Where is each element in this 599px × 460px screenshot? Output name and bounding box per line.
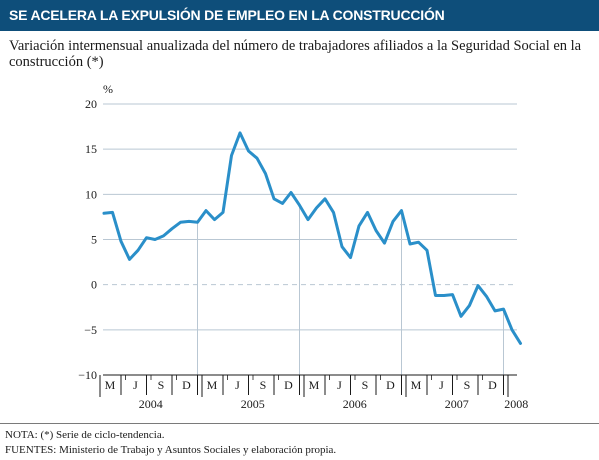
line-chart: 20 15 10 5 0 −5 −10% M J S D M J S D M J S D M J S D 2004 2005 20… xyxy=(78,82,528,411)
label-layer: 20 15 10 5 0 −5 −10% M J S D M J S D M J S D M J S D 2004 2005 20… xyxy=(78,82,528,411)
y-tick-label: −5 xyxy=(84,323,97,337)
chart-title: SE ACELERA LA EXPULSIÓN DE EMPLEO EN LA … xyxy=(0,0,599,31)
x-tick-label: M xyxy=(411,378,422,392)
chart-subtitle: Variación intermensual anualizada del nú… xyxy=(9,38,582,70)
x-tick-label: D xyxy=(386,378,395,392)
series-layer xyxy=(102,131,522,345)
x-tick-label: S xyxy=(158,378,165,392)
y-tick-label: −10 xyxy=(78,368,97,382)
y-axis-unit: % xyxy=(103,82,113,96)
year-label: 2008 xyxy=(504,397,528,411)
x-tick-label: J xyxy=(133,378,138,392)
y-tick-label: 5 xyxy=(91,233,97,247)
y-tick-label: 15 xyxy=(85,142,97,156)
notes: NOTA: (*) Serie de ciclo-tendencia. FUEN… xyxy=(5,428,336,458)
notes-divider xyxy=(0,423,599,424)
x-tick-label: J xyxy=(439,378,444,392)
year-label: 2004 xyxy=(139,397,163,411)
x-tick-label: S xyxy=(362,378,369,392)
x-tick-label: D xyxy=(182,378,191,392)
grid-layer xyxy=(103,103,517,331)
date-marker-layer xyxy=(197,205,504,375)
sources-text: FUENTES: Ministerio de Trabajo y Asuntos… xyxy=(5,444,337,456)
year-label: 2007 xyxy=(445,397,469,411)
x-tick-label: J xyxy=(235,378,240,392)
x-tick-label: M xyxy=(309,378,320,392)
note-text: NOTA: (*) Serie de ciclo-tendencia. xyxy=(5,429,165,441)
y-tick-label: 0 xyxy=(91,278,97,292)
x-tick-label: D xyxy=(284,378,293,392)
series-line xyxy=(102,131,522,345)
year-label: 2005 xyxy=(241,397,265,411)
year-label: 2006 xyxy=(343,397,367,411)
y-tick-label: 20 xyxy=(85,97,97,111)
x-tick-label: M xyxy=(105,378,116,392)
x-tick-label: M xyxy=(207,378,218,392)
axis-layer xyxy=(99,374,517,397)
x-tick-label: J xyxy=(337,378,342,392)
y-tick-label: 10 xyxy=(85,187,97,201)
x-tick-label: D xyxy=(488,378,497,392)
x-tick-label: S xyxy=(464,378,471,392)
x-tick-label: S xyxy=(260,378,267,392)
